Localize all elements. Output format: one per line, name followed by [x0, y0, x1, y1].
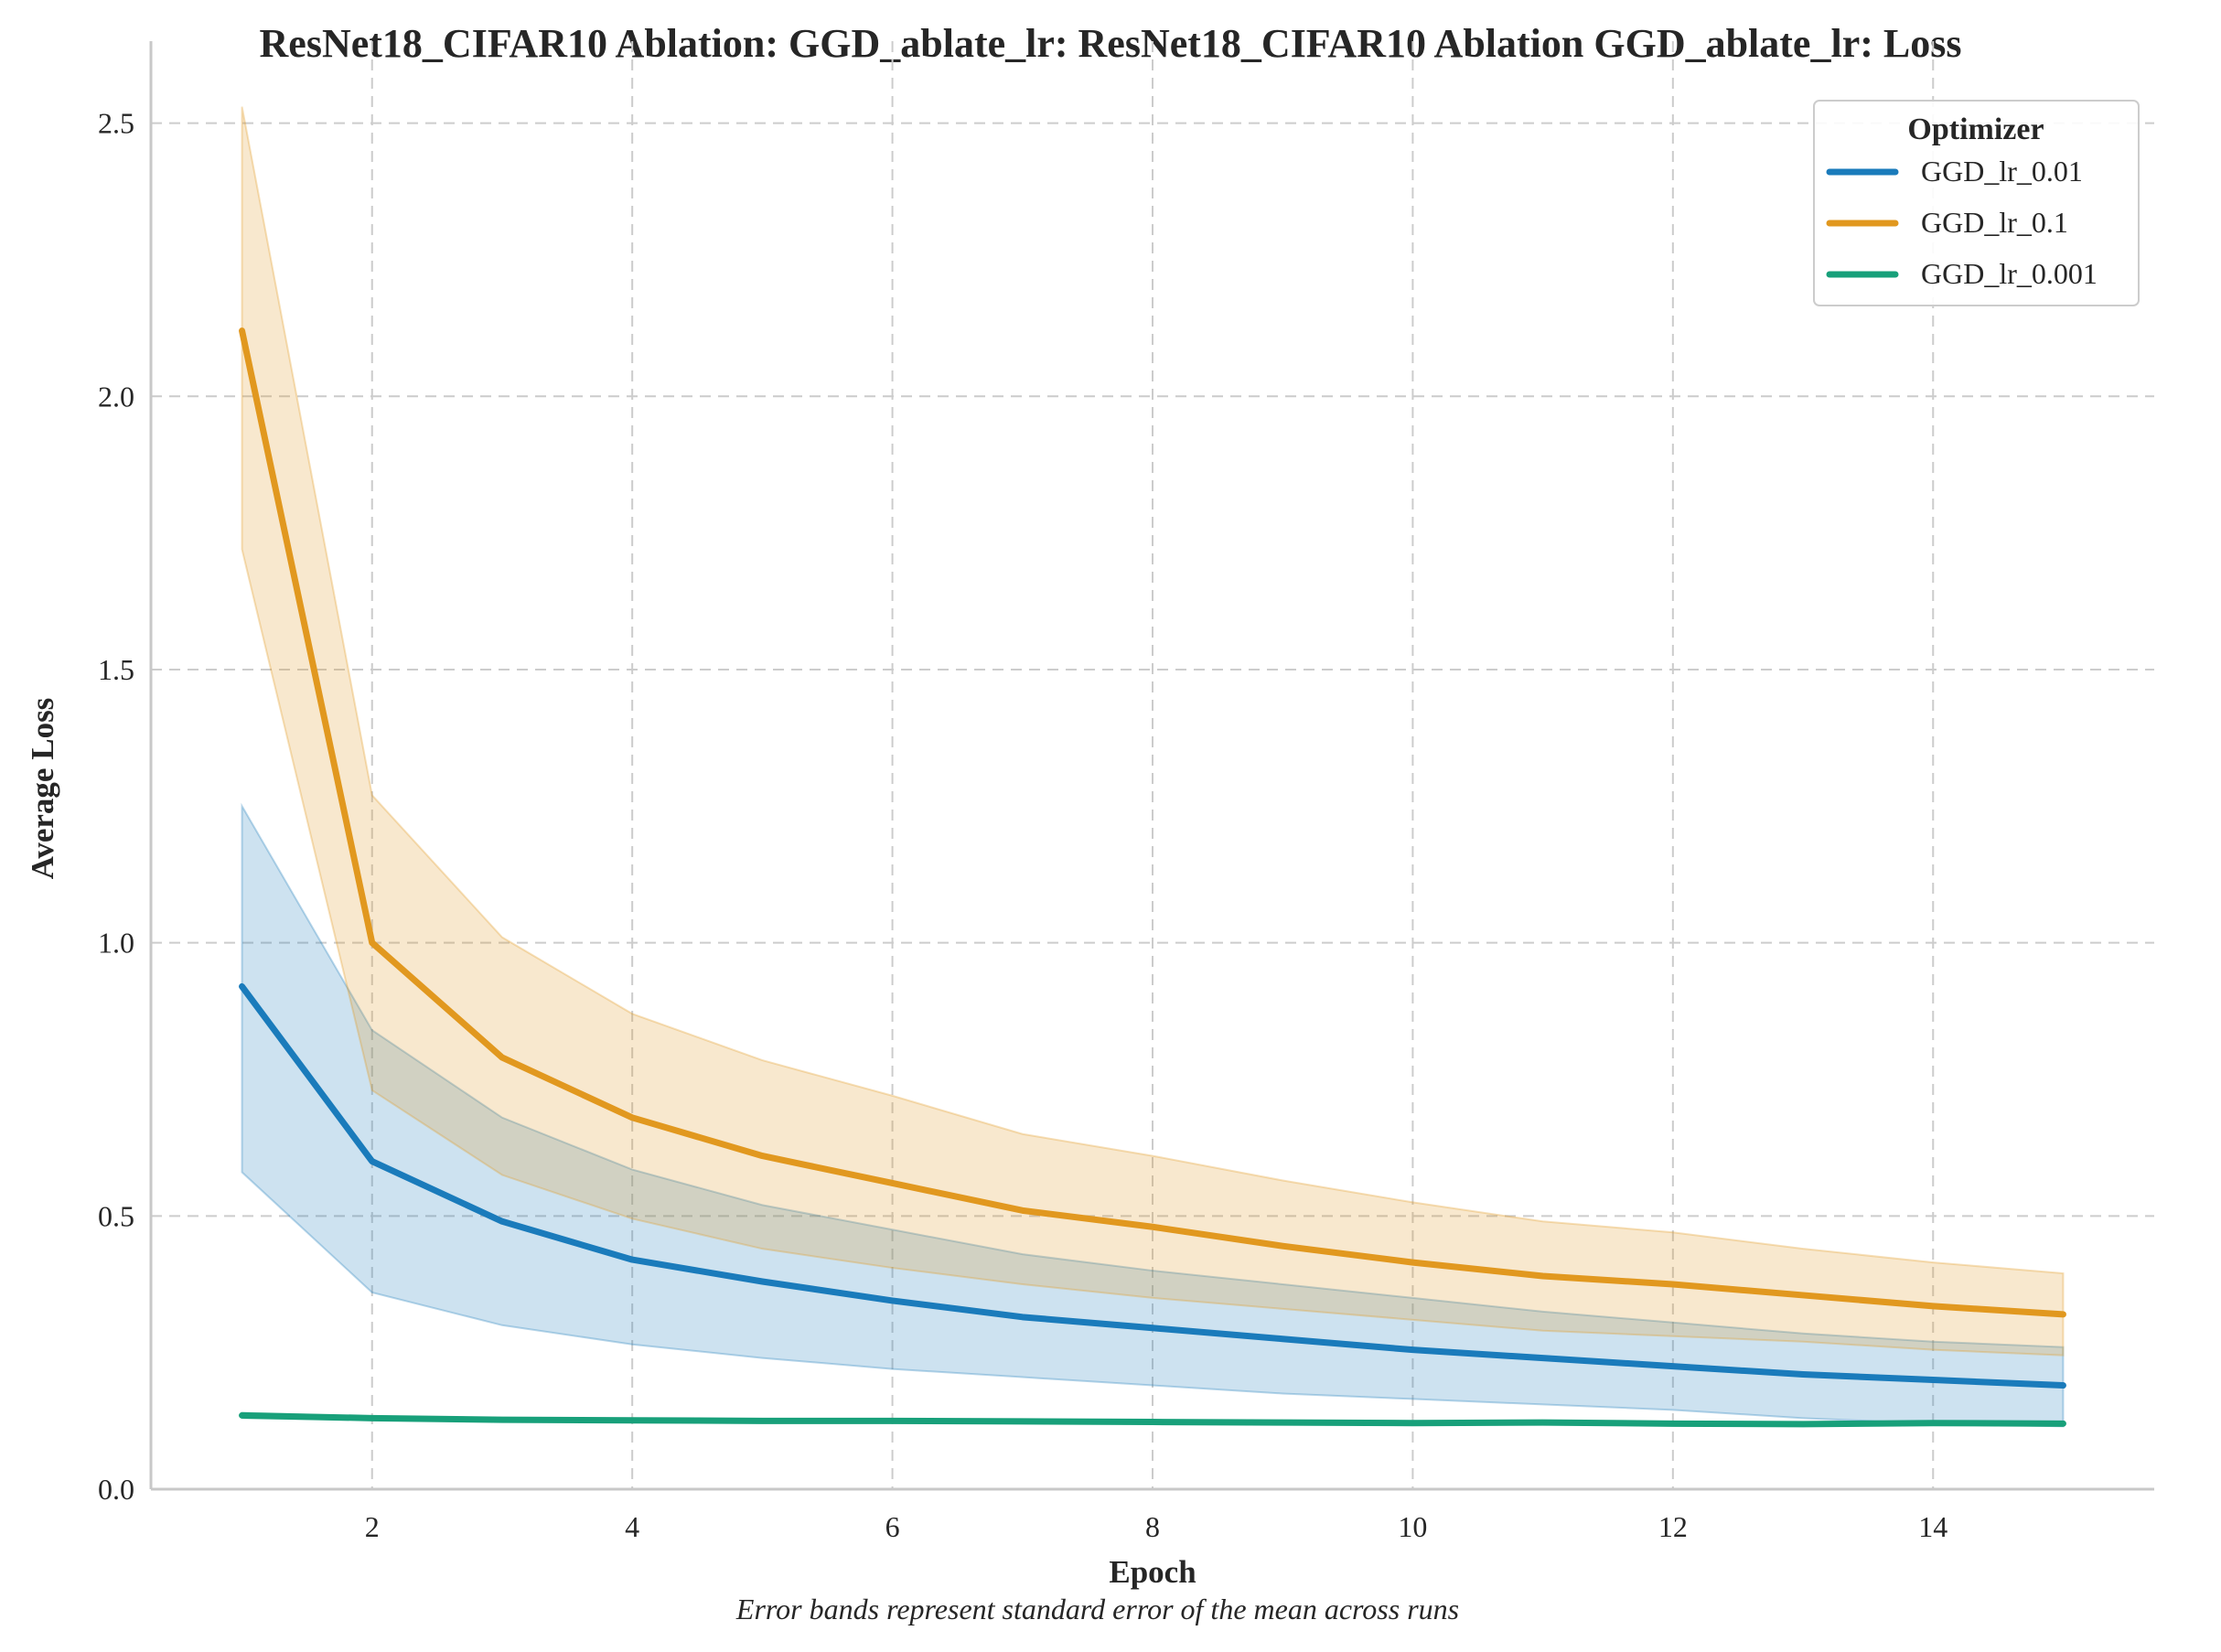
y-tick-label: 0.5 [98, 1199, 134, 1232]
error-band [241, 106, 2065, 1357]
legend-label: GGD_lr_0.001 [1921, 257, 2098, 290]
legend-title: Optimizer [1907, 113, 2044, 146]
series-line [239, 1411, 2066, 1428]
x-tick-label: 12 [1658, 1510, 1688, 1543]
series-lines [239, 327, 2066, 1428]
y-tick-label: 1.0 [98, 927, 134, 960]
x-tick-label: 14 [1918, 1510, 1947, 1543]
legend-label: GGD_lr_0.01 [1921, 155, 2083, 188]
axes: 2 4 6 8 10 12 14 0.0 0.5 1.0 1.5 2.0 2.5 [98, 41, 2154, 1543]
x-tick-label: 2 [365, 1510, 380, 1543]
series-line [239, 327, 2066, 1318]
y-tick-label: 1.5 [98, 653, 134, 686]
legend-items: GGD_lr_0.01 GGD_lr_0.1 GGD_lr_0.001 [1826, 155, 2098, 290]
legend-label: GGD_lr_0.1 [1921, 206, 2068, 239]
y-tick-label: 2.0 [98, 380, 134, 413]
y-tick-label: 0.0 [98, 1473, 134, 1506]
x-axis-label: Epoch [1109, 1554, 1196, 1590]
x-tick-label: 10 [1398, 1510, 1427, 1543]
x-tick-label: 4 [625, 1510, 639, 1543]
y-axis-label: Average Loss [25, 698, 60, 880]
chart-note: Error bands represent standard error of … [735, 1593, 1459, 1625]
x-tick-label: 6 [885, 1510, 900, 1543]
series-line [239, 982, 2066, 1389]
x-tick-label: 8 [1145, 1510, 1160, 1543]
legend-box [1813, 100, 2140, 306]
chart-title: ResNet18_CIFAR10 Ablation: GGD_ablate_lr… [260, 21, 1962, 66]
legend: Optimizer GGD_lr_0.01GGD_lr_0.1GGD_lr_0.… [1813, 100, 2140, 306]
y-tick-label: 2.5 [98, 107, 134, 140]
